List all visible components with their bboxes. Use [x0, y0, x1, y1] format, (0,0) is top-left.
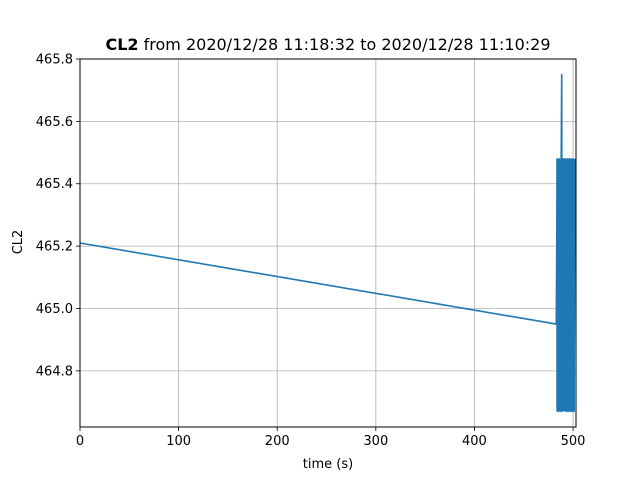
x-tick-label: 400 — [462, 434, 487, 449]
y-tick-label: 465.0 — [36, 302, 73, 317]
y-tick-label: 465.2 — [36, 240, 73, 255]
x-tick-label: 500 — [561, 434, 586, 449]
y-tick-label: 465.8 — [36, 53, 73, 68]
y-tick-label: 464.8 — [36, 364, 73, 379]
x-tick-label: 200 — [265, 434, 290, 449]
y-tick-label: 465.4 — [36, 177, 73, 192]
y-axis-ticks: 464.8 465.0 465.2 465.4 465.6 465.8 — [36, 53, 80, 379]
x-axis-label: time (s) — [303, 457, 353, 472]
dense-oscillation-band — [556, 158, 576, 412]
x-tick-label: 300 — [363, 434, 388, 449]
y-axis-label: CL2 — [11, 230, 26, 255]
series — [79, 73, 576, 413]
chart-title-bold: CL2 — [105, 35, 138, 54]
x-axis-ticks: 0 100 200 300 400 500 — [76, 427, 586, 449]
x-tick-label: 0 — [76, 434, 84, 449]
x-tick-label: 100 — [166, 434, 191, 449]
plot-frame — [79, 58, 577, 428]
chart-title-rest: from 2020/12/28 11:18:32 to 2020/12/28 1… — [139, 35, 551, 54]
chart-title: CL2 from 2020/12/28 11:18:32 to 2020/12/… — [105, 35, 550, 54]
y-tick-label: 465.6 — [36, 115, 73, 130]
